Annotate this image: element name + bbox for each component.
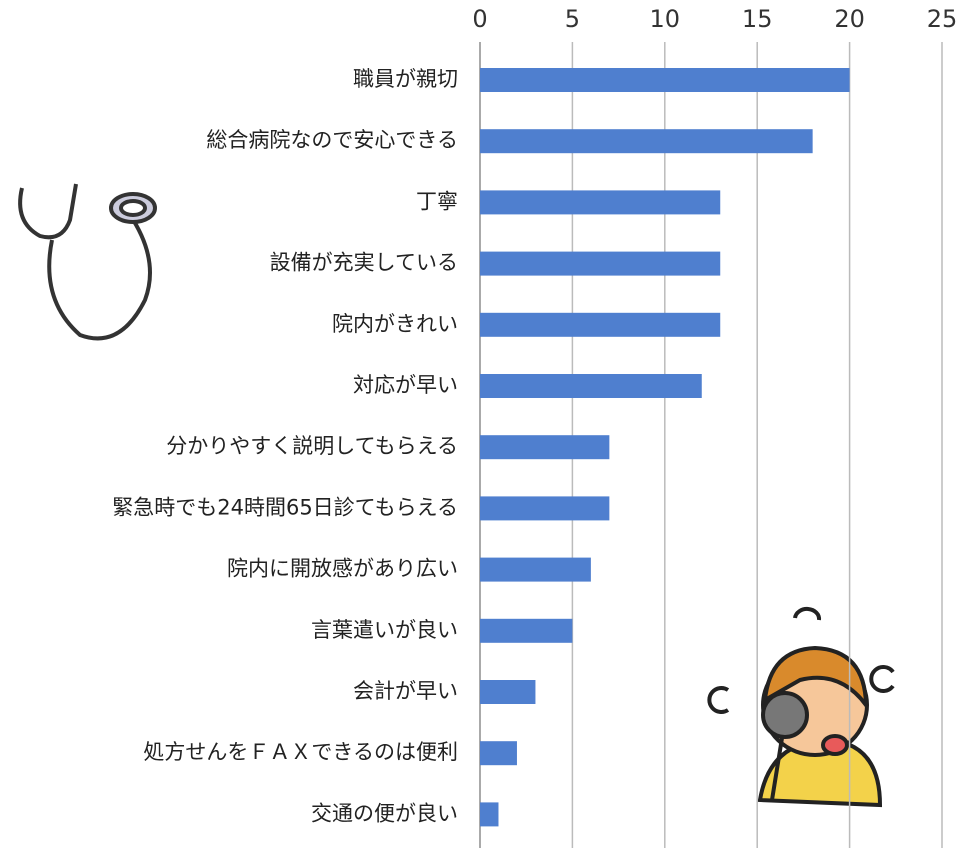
y-tick-label: 分かりやすく説明してもらえる (166, 434, 458, 458)
bar (480, 496, 610, 521)
y-tick-label: 会計が早い (353, 679, 458, 703)
bar (480, 680, 536, 704)
y-tick-label: 設備が充実している (270, 251, 458, 275)
x-tick-label: 20 (834, 5, 865, 33)
child-illustration (707, 607, 895, 808)
bar (480, 435, 610, 460)
bar (480, 802, 499, 827)
y-tick-label: 院内に開放感があり広い (227, 557, 458, 581)
bar (480, 557, 591, 582)
bar (480, 129, 813, 154)
y-tick-label: 言葉遣いが良い (311, 618, 458, 642)
y-tick-label: 院内がきれい (332, 312, 458, 336)
bar (480, 312, 721, 337)
x-tick-label: 25 (927, 5, 958, 33)
x-tick-label: 5 (565, 5, 580, 33)
y-tick-label: 丁寧 (416, 189, 458, 213)
y-tick-label: 職員が親切 (353, 67, 458, 91)
bar (480, 374, 702, 398)
bar (480, 68, 850, 92)
bar (480, 190, 721, 215)
stethoscope (18, 183, 157, 341)
y-tick-label: 緊急時でも24時間65日診てもらえる (112, 495, 458, 519)
y-tick-label: 交通の便が良い (311, 801, 458, 825)
y-tick-label: 対応が早い (353, 373, 458, 397)
bar (480, 741, 517, 766)
y-tick-label: 総合病院なので安心できる (206, 128, 458, 152)
x-tick-label: 0 (472, 5, 487, 33)
y-tick-label: 処方せんをＦＡＸできるのは便利 (143, 740, 458, 764)
x-tick-label: 10 (650, 5, 681, 33)
bar (480, 251, 721, 276)
x-tick-label: 15 (742, 5, 773, 33)
bar (480, 618, 573, 643)
